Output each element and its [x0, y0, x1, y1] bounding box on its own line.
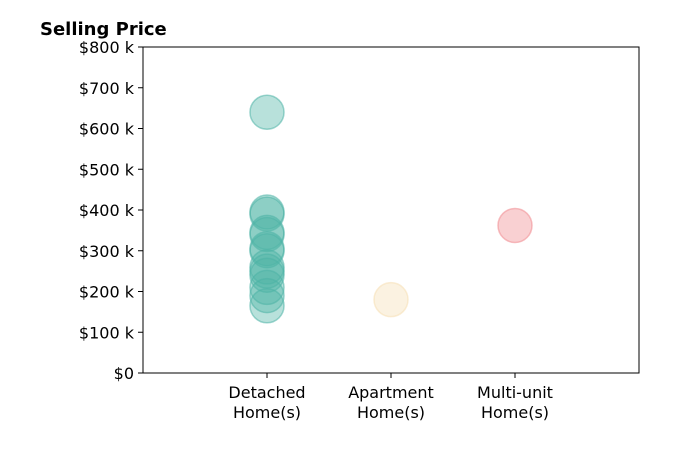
- y-tick-label: $800 k: [79, 38, 135, 57]
- y-tick-label: $700 k: [79, 79, 135, 98]
- y-tick-label: $300 k: [79, 242, 135, 261]
- data-point: [249, 277, 285, 314]
- data-point: [249, 288, 285, 324]
- plot-frame: [142, 46, 640, 374]
- x-tick-label: Home(s): [233, 403, 301, 422]
- x-tick-label: Detached: [228, 383, 305, 402]
- y-tick-label: $200 k: [79, 283, 135, 302]
- chart-title: Selling Price: [40, 19, 167, 40]
- x-axis: DetachedHome(s)ApartmentHome(s)Multi-uni…: [228, 373, 553, 422]
- data-point: [249, 269, 285, 306]
- data-point: [497, 207, 533, 244]
- x-tick-label: Multi-unit: [477, 383, 553, 402]
- y-tick-label: $0: [114, 364, 134, 383]
- points-layer: [249, 94, 533, 324]
- data-point: [249, 257, 285, 293]
- data-point: [373, 281, 409, 318]
- y-tick-label: $500 k: [79, 160, 135, 179]
- x-tick-label: Apartment: [348, 383, 434, 402]
- y-axis: $0 $100 k $200 k $300 k $400 k $500 k $600 k $7…: [79, 38, 143, 383]
- data-point: [249, 94, 285, 130]
- y-tick-label: $600 k: [79, 120, 135, 139]
- x-tick-label: Home(s): [481, 403, 549, 422]
- y-tick-label: $100 k: [79, 323, 135, 342]
- x-tick-label: Home(s): [357, 403, 425, 422]
- y-tick-label: $400 k: [79, 201, 135, 220]
